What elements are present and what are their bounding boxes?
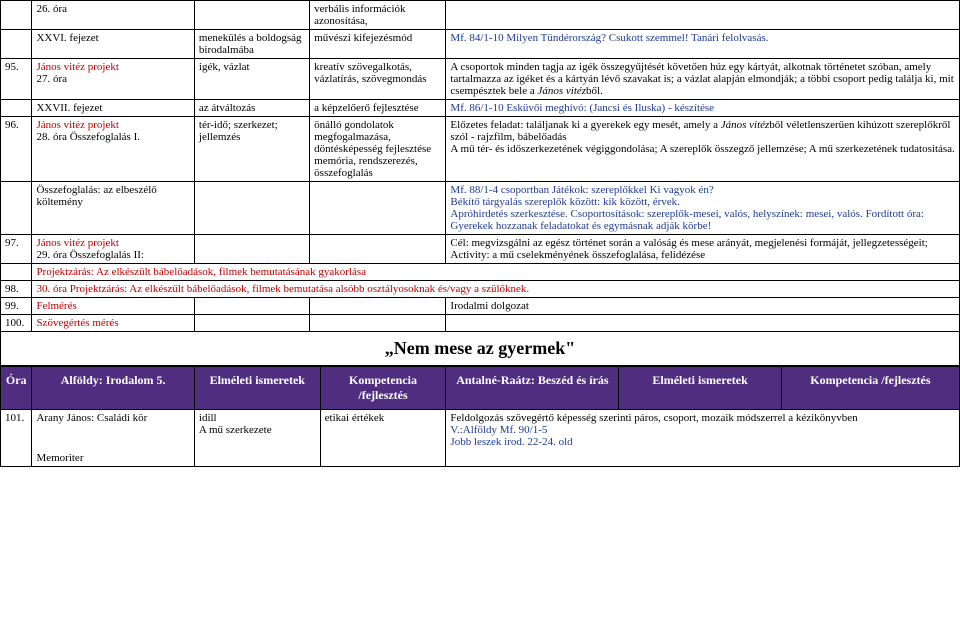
header-table: Óra Alföldy: Irodalom 5. Elméleti ismere…: [0, 366, 960, 467]
hdr-ora: Óra: [1, 367, 32, 410]
cell-c2: idillA mű szerkezete: [194, 410, 320, 451]
hdr-kompetencia2: Kompetencia /fejlesztés: [781, 367, 959, 410]
table-row: Összefoglalás: az elbeszélő költemény Mf.…: [1, 182, 960, 235]
cell-c1: XXVI. fejezet: [32, 30, 194, 59]
table-row: 96.János vitéz projekt28. óra Összefogla…: [1, 117, 960, 182]
cell-c1: János vitéz projekt27. óra: [32, 59, 194, 100]
cell-num: [1, 30, 32, 59]
cell-num: 98.: [1, 281, 32, 298]
cell-c1: Összefoglalás: az elbeszélő költemény: [32, 182, 194, 235]
cell-c4: Mf. 88/1-4 csoportban Játékok: szereplők…: [446, 182, 960, 235]
cell-c2: igék, vázlat: [194, 59, 309, 100]
cell-mem: Memoriter: [32, 450, 194, 467]
cell-num: [1, 182, 32, 235]
cell-num: 96.: [1, 117, 32, 182]
cell-num: [1, 100, 32, 117]
header-row: Óra Alföldy: Irodalom 5. Elméleti ismere…: [1, 367, 960, 410]
row-98: 98. 30. óra Projektzárás: Az elkészült b…: [1, 281, 960, 298]
cell-c3: művészi kifejezésmód: [310, 30, 446, 59]
cell-num: 101.: [1, 410, 32, 451]
curriculum-table: 26. óra verbális információk azonosítása,…: [0, 0, 960, 366]
section-title: „Nem mese az gyermek": [1, 332, 960, 366]
cell-num: [1, 264, 32, 281]
cell-c3: verbális információk azonosítása,: [310, 1, 446, 30]
row-100: 100. Szövegértés mérés: [1, 315, 960, 332]
cell-c4: Előzetes feladat: találjanak ki a gyerek…: [446, 117, 960, 182]
cell-c1: János vitéz projekt29. óra Összefoglalás…: [32, 235, 194, 264]
cell-c4: [446, 1, 960, 30]
table-row: 97.János vitéz projekt29. óra Összefogla…: [1, 235, 960, 264]
cell-full: Projektzárás: Az elkészült bábelőadások,…: [32, 264, 960, 281]
cell-c4: Cél: megvizsgálni az egész történet sorá…: [446, 235, 960, 264]
cell-c1: Felmérés: [32, 298, 194, 315]
table-row: 26. óra verbális információk azonosítása,: [1, 1, 960, 30]
cell-num: 97.: [1, 235, 32, 264]
cell-c3: [310, 235, 446, 264]
cell-c3: [310, 182, 446, 235]
cell-c1: Arany János: Családi kör: [32, 410, 194, 451]
row-101: 101. Arany János: Családi kör idillA mű …: [1, 410, 960, 451]
cell-c3: a képzelőerő fejlesztése: [310, 100, 446, 117]
cell-full: 30. óra Projektzárás: Az elkészült bábel…: [32, 281, 960, 298]
cell-c1: XXVII. fejezet: [32, 100, 194, 117]
cell-c2: [194, 182, 309, 235]
cell-num: 95.: [1, 59, 32, 100]
table-row: XXVI. fejezetmenekülés a boldogság birod…: [1, 30, 960, 59]
hdr-alfoldy: Alföldy: Irodalom 5.: [32, 367, 194, 410]
cell-num: 100.: [1, 315, 32, 332]
cell-c1: 26. óra: [32, 1, 194, 30]
cell-c4: Irodalmi dolgozat: [446, 298, 960, 315]
row-memoriter: Memoriter: [1, 450, 960, 467]
cell-c2: menekülés a boldogság birodalmába: [194, 30, 309, 59]
cell-num: [1, 1, 32, 30]
cell-c2: az átváltozás: [194, 100, 309, 117]
cell-c2: [194, 235, 309, 264]
cell-c4: A csoportok minden tagja az igék összegy…: [446, 59, 960, 100]
cell-c3: etikai értékek: [320, 410, 446, 451]
row-99: 99. Felmérés Irodalmi dolgozat: [1, 298, 960, 315]
row-projektzaras-pre: Projektzárás: Az elkészült bábelőadások,…: [1, 264, 960, 281]
cell-num: 99.: [1, 298, 32, 315]
cell-c1: János vitéz projekt28. óra Összefoglalás…: [32, 117, 194, 182]
hdr-elmeleti2: Elméleti ismeretek: [619, 367, 781, 410]
cell-c3: kreatív szövegalkotás, vázlatírás, szöve…: [310, 59, 446, 100]
cell-c4: Mf. 86/1-10 Esküvői meghívó: (Jancsi és …: [446, 100, 960, 117]
cell-c1: Szövegértés mérés: [32, 315, 194, 332]
cell-c4: Mf. 84/1-10 Milyen Tündérország? Csukott…: [446, 30, 960, 59]
hdr-antalne: Antalné-Raátz: Beszéd és írás: [446, 367, 619, 410]
table-row: XXVII. fejezetaz átváltozása képzelőerő …: [1, 100, 960, 117]
cell-c3: önálló gondolatok megfogalmazása, döntés…: [310, 117, 446, 182]
section-title-row: „Nem mese az gyermek": [1, 332, 960, 366]
cell-c2: tér-idő; szerkezet; jellemzés: [194, 117, 309, 182]
table-row: 95.János vitéz projekt27. óraigék, vázla…: [1, 59, 960, 100]
hdr-elmeleti: Elméleti ismeretek: [194, 367, 320, 410]
cell-c4: Feldolgozás szövegértő képesség szerinti…: [446, 410, 960, 451]
cell-c2: [194, 1, 309, 30]
hdr-kompetencia: Kompetencia /fejlesztés: [320, 367, 446, 410]
